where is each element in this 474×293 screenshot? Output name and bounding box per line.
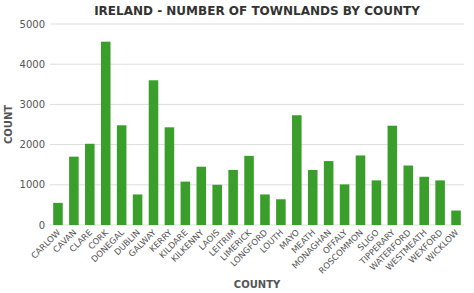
bar xyxy=(117,125,127,225)
bars xyxy=(53,42,461,225)
bar xyxy=(260,194,270,225)
y-tick-label: 3000 xyxy=(20,99,45,110)
bar xyxy=(419,177,429,225)
x-axis: CARLOWCAVANCLARECORKDONEGALDUBLINGALWAYK… xyxy=(29,227,461,276)
grid-line xyxy=(50,24,464,25)
y-tick-label: 1000 xyxy=(20,179,45,190)
x-tick-label: WICKLOW xyxy=(424,227,461,264)
bar xyxy=(356,155,366,225)
y-axis-label: COUNT xyxy=(3,105,14,144)
y-axis: 0 1000 2000 3000 4000 5000 xyxy=(20,19,45,231)
bar xyxy=(372,180,382,225)
bar xyxy=(181,182,191,225)
bar xyxy=(133,194,143,225)
grid-line xyxy=(50,104,464,105)
grid-line xyxy=(50,64,464,65)
y-tick-label: 5000 xyxy=(20,19,45,30)
grid-line xyxy=(50,184,464,185)
grid-line xyxy=(50,225,464,226)
chart: 0 1000 2000 3000 4000 5000 CARLOWCAVANCLARECOR… xyxy=(0,0,474,293)
bar xyxy=(212,185,222,225)
bar xyxy=(149,80,159,225)
grid xyxy=(50,24,464,225)
x-tick-label: ROSCOMMON xyxy=(317,227,365,275)
grid-line xyxy=(50,144,464,145)
bar xyxy=(403,166,413,225)
x-axis-label: COUNTY xyxy=(234,279,281,290)
bar xyxy=(340,184,350,225)
bar xyxy=(53,203,63,225)
bar xyxy=(69,157,79,225)
bar xyxy=(292,115,302,225)
y-tick-label: 2000 xyxy=(20,139,45,150)
bar xyxy=(324,161,334,225)
y-tick-label: 4000 xyxy=(20,59,45,70)
y-tick-label: 0 xyxy=(39,220,45,231)
bar xyxy=(451,211,461,225)
bar xyxy=(435,180,445,225)
bar xyxy=(165,127,175,225)
bar xyxy=(276,199,286,225)
bar xyxy=(308,170,318,225)
bar xyxy=(388,126,398,225)
title: IRELAND - NUMBER OF TOWNLANDS BY COUNTY xyxy=(94,4,420,18)
bar xyxy=(244,156,254,225)
bar xyxy=(101,42,111,225)
bar xyxy=(196,167,206,225)
bar xyxy=(85,144,95,225)
bar xyxy=(228,170,238,225)
